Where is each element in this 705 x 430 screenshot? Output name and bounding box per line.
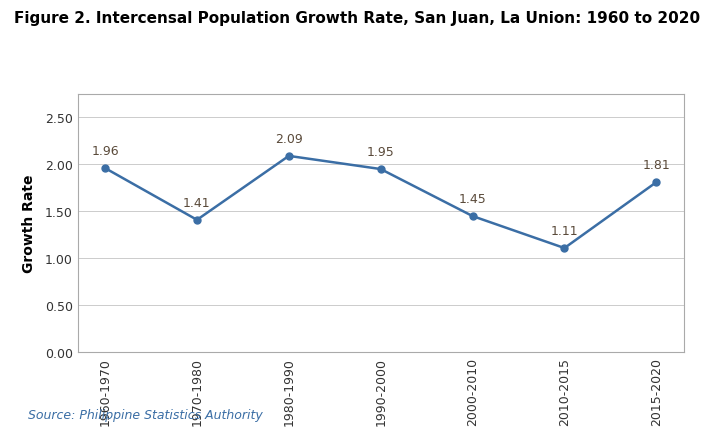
Text: 1.11: 1.11 [551,224,578,237]
Text: 1.96: 1.96 [91,144,119,158]
Text: 1.95: 1.95 [367,146,395,159]
Text: Figure 2. Intercensal Population Growth Rate, San Juan, La Union: 1960 to 2020: Figure 2. Intercensal Population Growth … [14,11,700,26]
Y-axis label: Growth Rate: Growth Rate [23,175,37,273]
Text: Source: Philippine Statistics Authority: Source: Philippine Statistics Authority [28,408,263,421]
Text: 1.41: 1.41 [183,196,211,209]
Text: 1.45: 1.45 [459,193,486,206]
Text: 1.81: 1.81 [642,159,670,172]
Text: 2.09: 2.09 [275,132,302,145]
